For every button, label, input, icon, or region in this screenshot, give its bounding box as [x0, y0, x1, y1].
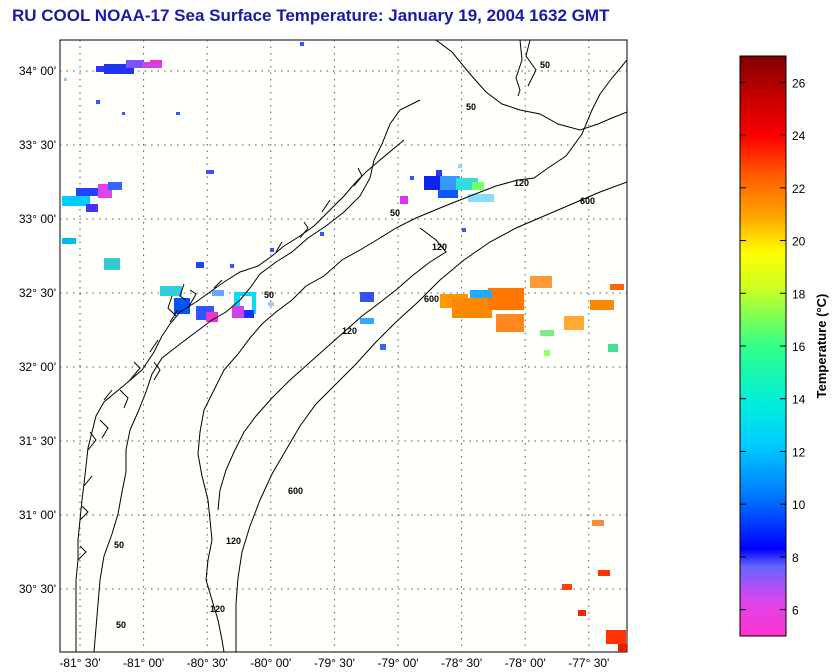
lat-tick-label: 34° 00' — [19, 64, 56, 78]
graticule — [60, 40, 627, 652]
contour-label-50: 50 — [466, 102, 476, 112]
isobath-120 — [197, 59, 627, 652]
lat-tick-label: 33° 30' — [19, 138, 56, 152]
latitude-tick-labels: 34° 00' 33° 30' 33° 00' 32° 30' 32° 00' 31° 3… — [19, 64, 56, 596]
colorbar-ticks: 26 24 22 20 18 16 14 12 10 8 6 — [740, 76, 806, 618]
colorbar-tick-label: 22 — [792, 182, 806, 196]
contour-label-120: 120 — [210, 604, 225, 614]
colorbar — [739, 55, 787, 637]
colorbar-tick-label: 20 — [792, 235, 806, 249]
lat-tick-label: 32° 30' — [19, 286, 56, 300]
lon-tick-label: -80° 30' — [187, 656, 228, 670]
isobath-50 — [93, 40, 627, 652]
sst-patch-north — [64, 60, 162, 81]
colorbar-tick-label: 10 — [792, 498, 806, 512]
colorbar-label: Temperature (°C) — [814, 294, 829, 399]
lon-tick-label: -81° 30' — [59, 656, 100, 670]
sst-patches — [62, 42, 627, 652]
sst-patch-gulf-stream — [360, 276, 624, 356]
isobath-600 — [235, 181, 627, 652]
longitude-tick-labels: -81° 30' -81° 00' -80° 30' -80° 00' -79° 30'… — [59, 656, 609, 670]
contour-label-50: 50 — [114, 540, 124, 550]
map-frame — [59, 39, 628, 653]
lon-tick-label: -78° 30' — [441, 656, 482, 670]
colorbar-tick-label: 6 — [792, 604, 799, 618]
sst-patch-offshore-blue — [400, 164, 494, 204]
colorbar-tick-label: 8 — [792, 551, 799, 565]
colorbar-tick-label: 24 — [792, 129, 806, 143]
contour-label-50: 50 — [116, 620, 126, 630]
contour-label-600: 600 — [288, 486, 303, 496]
sst-patch-west-33 — [62, 182, 122, 244]
map-title: RU COOL NOAA-17 Sea Surface Temperature:… — [12, 6, 610, 25]
contour-label-50: 50 — [264, 290, 274, 300]
contour-label-600: 600 — [424, 294, 439, 304]
colorbar-tick-label: 12 — [792, 445, 806, 459]
sst-patch-southeast — [562, 520, 627, 652]
coastline — [75, 40, 537, 652]
lat-tick-label: 30° 30' — [19, 582, 56, 596]
lat-tick-label: 32° 00' — [19, 360, 56, 374]
colorbar-tick-label: 26 — [792, 76, 806, 90]
contour-label-120: 120 — [432, 242, 447, 252]
lat-tick-label: 31° 00' — [19, 508, 56, 522]
lon-tick-label: -79° 00' — [377, 656, 418, 670]
lat-tick-label: 31° 30' — [19, 434, 56, 448]
lon-tick-label: -79° 30' — [314, 656, 355, 670]
contour-label-120: 120 — [514, 178, 529, 188]
contour-label-600: 600 — [580, 196, 595, 206]
lat-tick-label: 33° 00' — [19, 212, 56, 226]
lon-tick-label: -78° 00' — [505, 656, 546, 670]
colorbar-tick-label: 14 — [792, 393, 806, 407]
contour-labels: 50 50 50 50 50 50 120 120 120 120 120 60… — [114, 60, 595, 630]
sst-scatter-specks — [96, 42, 466, 268]
contour-label-120: 120 — [226, 536, 241, 546]
contour-label-50: 50 — [540, 60, 550, 70]
contour-label-120: 120 — [342, 326, 357, 336]
lon-tick-label: -81° 00' — [123, 656, 164, 670]
colorbar-tick-label: 18 — [792, 287, 806, 301]
contour-label-50: 50 — [390, 208, 400, 218]
lon-tick-label: -77° 30' — [568, 656, 609, 670]
lon-tick-label: -80° 00' — [250, 656, 291, 670]
colorbar-tick-label: 16 — [792, 340, 806, 354]
